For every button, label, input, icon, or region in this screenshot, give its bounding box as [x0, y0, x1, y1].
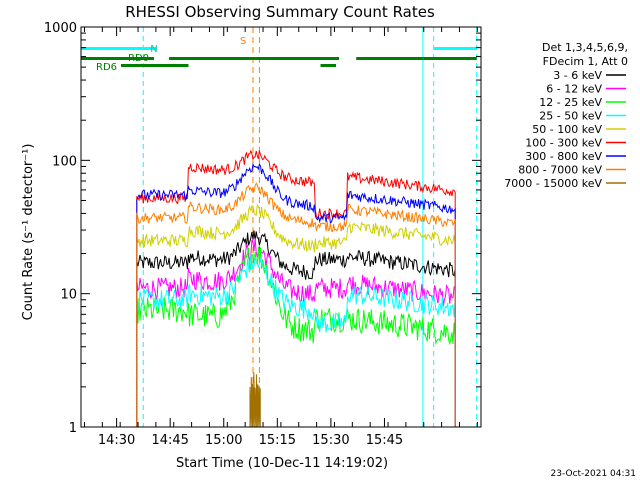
legend-entry-label: 300 - 800 keV: [525, 150, 602, 163]
series-line: [136, 149, 456, 428]
y-axis-title: Count Rate (s⁻¹ detector⁻¹): [21, 144, 36, 321]
plot-frame: [80, 26, 482, 428]
x-tick-label: 14:45: [151, 433, 188, 448]
axes: 1 10 100 1000 14:30 14:45 15:00 15:15 15:30 15:45: [44, 21, 481, 448]
legend-entry-label: 6 - 12 keV: [546, 83, 602, 96]
series-line: [136, 162, 456, 428]
series-line: [136, 203, 456, 428]
x-tick-label: 15:30: [312, 433, 349, 448]
rd0-bar: [317, 57, 340, 60]
legend-entry-label: 50 - 100 keV: [532, 123, 602, 136]
legend: Det 1,3,4,5,6,9,FDecim 1, Att 03 - 6 keV…: [504, 41, 628, 190]
x-tick-label: 15:15: [259, 433, 296, 448]
rd0-bar: [356, 57, 477, 60]
night-bar: [81, 47, 157, 50]
series-line: [136, 230, 456, 428]
x-axis-title: Start Time (10-Dec-11 14:19:02): [176, 456, 388, 471]
legend-entry-label: 800 - 7000 keV: [518, 164, 602, 177]
rd0-bar: [320, 64, 337, 67]
x-tick-label: 15:45: [366, 433, 403, 448]
legend-entry-label: 12 - 25 keV: [539, 96, 602, 109]
legend-entry-label: 3 - 6 keV: [553, 69, 602, 82]
legend-header: Det 1,3,4,5,6,9,: [542, 41, 628, 54]
legend-entry-label: 100 - 300 keV: [525, 137, 602, 150]
series-line: [136, 238, 456, 428]
x-tick-label: 15:00: [205, 433, 242, 448]
rd0-bar: [169, 57, 318, 60]
y-tick-label: 10: [60, 288, 77, 303]
y-tick-label: 1000: [44, 21, 77, 36]
saa-label: S: [240, 36, 246, 47]
night-bar: [433, 47, 477, 50]
series-line: [136, 182, 456, 428]
plot-area: N S RD0 RD6: [81, 27, 478, 428]
legend-entry-label: 7000 - 15000 keV: [504, 177, 602, 190]
series-line: [136, 246, 456, 428]
x-tick-label: 14:30: [98, 433, 135, 448]
rd0-bar: [81, 57, 155, 60]
series-spike: [249, 372, 261, 428]
rd0-label: RD0: [128, 53, 149, 64]
legend-header: FDecim 1, Att 0: [543, 55, 628, 68]
series-line: [136, 254, 456, 428]
footer-timestamp: 23-Oct-2021 04:31: [551, 469, 636, 479]
rd6-bar: [121, 64, 189, 67]
y-tick-label: 1: [69, 421, 77, 436]
chart-title: RHESSI Observing Summary Count Rates: [125, 3, 435, 21]
night-label: N: [150, 44, 157, 55]
y-tick-label: 100: [52, 154, 77, 169]
rd6-label: RD6: [96, 62, 117, 73]
legend-entry-label: 25 - 50 keV: [539, 110, 602, 123]
